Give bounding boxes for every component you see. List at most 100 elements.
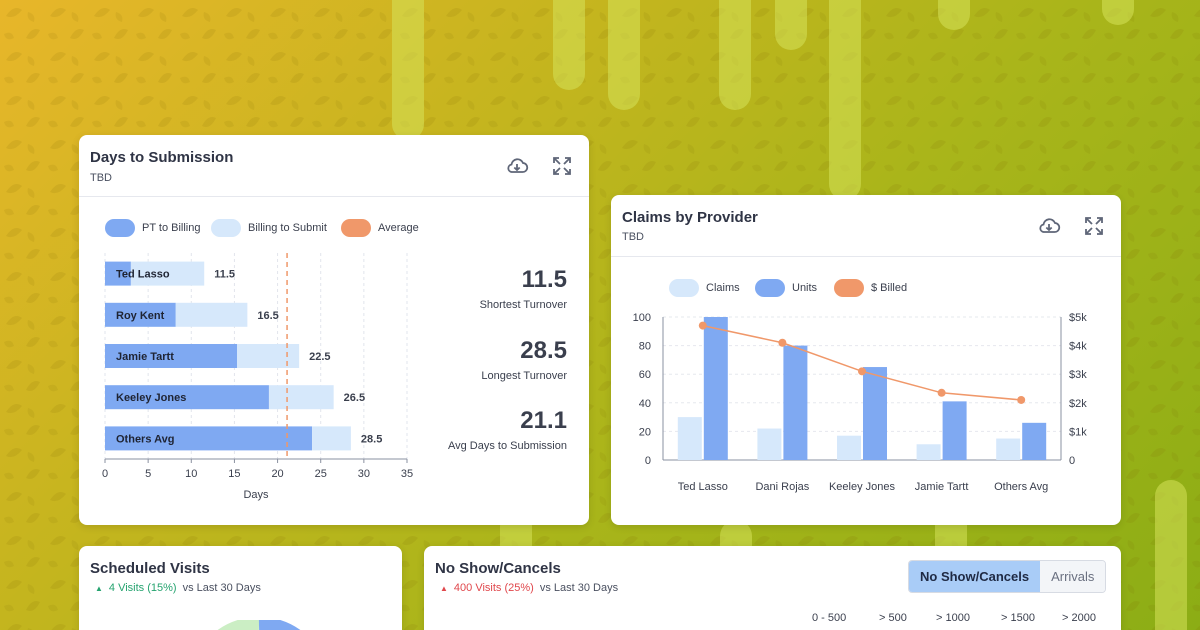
legend-claims[interactable]: Claims xyxy=(669,279,740,297)
x-tick-label: 10 xyxy=(185,468,197,480)
y2-tick-label: $3k xyxy=(1069,369,1087,381)
line-billed xyxy=(702,324,1022,401)
bar-billing-to-submit xyxy=(237,344,300,368)
legend-swatch xyxy=(755,279,785,297)
range-label: > 1500 xyxy=(1001,612,1035,624)
bar-total-label: 22.5 xyxy=(309,351,330,363)
x-tick-label: 35 xyxy=(401,468,413,480)
x-tick-label: 25 xyxy=(315,468,327,480)
card-title: Claims by Provider xyxy=(622,209,758,226)
no-show-cancels-card: No Show/Cancels ▲ 400 Visits (25%) vs La… xyxy=(424,546,1121,630)
arrow-up-icon: ▲ xyxy=(95,583,103,593)
legend-label: Units xyxy=(792,282,818,294)
bar-units xyxy=(1022,422,1047,460)
bar-pt-to-billing xyxy=(105,426,313,451)
point-billed xyxy=(1017,395,1026,404)
bar-category-label: Roy Kent xyxy=(116,310,165,322)
visits-donut xyxy=(217,620,301,630)
y-tick-label: 60 xyxy=(639,369,651,381)
view-toggle: No Show/Cancels Arrivals xyxy=(908,560,1107,593)
y-tick-label: 100 xyxy=(633,312,651,324)
cloud-download-icon[interactable] xyxy=(505,154,529,178)
point-billed xyxy=(698,321,707,330)
x-tick-label: Dani Rojas xyxy=(755,481,809,493)
bar-units xyxy=(863,367,887,460)
bar-claims xyxy=(757,428,782,460)
y-tick-label: 20 xyxy=(639,426,651,438)
longest-turnover-label: Longest Turnover xyxy=(481,370,567,382)
avg-days-label: Avg Days to Submission xyxy=(447,440,567,452)
bar-billing-to-submit xyxy=(175,302,248,327)
x-tick-label: 30 xyxy=(358,468,370,480)
bar-pt-to-billing xyxy=(105,344,238,368)
y2-tick-label: $2k xyxy=(1069,398,1087,410)
y-tick-label: 40 xyxy=(639,398,651,410)
expand-icon[interactable] xyxy=(550,154,574,178)
bar-billing-to-submit xyxy=(130,261,205,286)
legend-swatch xyxy=(341,219,371,237)
bar-units xyxy=(942,401,967,460)
legend-average[interactable]: Average xyxy=(341,219,419,237)
card-subtitle: TBD xyxy=(622,231,644,243)
legend-label: Claims xyxy=(706,282,740,294)
legend-billed[interactable]: $ Billed xyxy=(834,279,907,297)
legend-swatch xyxy=(669,279,699,297)
bar-billing-to-submit xyxy=(312,426,351,451)
cloud-download-icon[interactable] xyxy=(1037,214,1061,238)
card-subtitle: TBD xyxy=(90,172,112,184)
bar-claims xyxy=(916,444,941,460)
range-label: > 1000 xyxy=(936,612,970,624)
bar-pt-to-billing xyxy=(105,385,269,410)
y-tick-label: 0 xyxy=(645,455,651,467)
expand-icon[interactable] xyxy=(1082,214,1106,238)
legend-swatch xyxy=(834,279,864,297)
longest-turnover-value: 28.5 xyxy=(520,337,567,364)
legend-label: Billing to Submit xyxy=(248,222,327,234)
days-to-submission-chart: 0 5 10 15 20 25 30 35 Days Ted Lasso 11.5 Roy Kent 1… xyxy=(102,253,413,501)
card-title: No Show/Cancels xyxy=(435,560,561,577)
delta-suffix: vs Last 30 Days xyxy=(182,582,261,594)
claims-by-provider-card: Claims by Provider TBD Claims Units $ Bi… xyxy=(611,195,1121,525)
bar-units xyxy=(783,345,808,460)
legend-swatch xyxy=(105,219,135,237)
bar-category-label: Keeley Jones xyxy=(116,392,186,404)
toggle-no-show-cancels[interactable]: No Show/Cancels xyxy=(909,561,1041,592)
legend-label: $ Billed xyxy=(871,282,908,294)
point-billed xyxy=(937,388,946,397)
bar-units xyxy=(703,317,728,460)
visits-delta: ▲ 4 Visits (15%) vs Last 30 Days xyxy=(95,582,261,594)
legend-label: PT to Billing xyxy=(142,222,201,234)
x-tick-label: 20 xyxy=(271,468,283,480)
bar-total-label: 16.5 xyxy=(257,310,278,322)
card-title: Scheduled Visits xyxy=(90,560,210,577)
bar-total-label: 28.5 xyxy=(361,433,382,445)
claims-by-provider-chart: 0 20 40 60 80 100 0 $1k $2k $3k $4k $5k Ted Lasso Dan… xyxy=(633,312,1088,493)
legend-units[interactable]: Units xyxy=(755,279,817,297)
delta-suffix: vs Last 30 Days xyxy=(539,582,619,594)
y-tick-label: 80 xyxy=(639,341,651,353)
x-tick-label: Keeley Jones xyxy=(829,481,896,493)
x-tick-label: Ted Lasso xyxy=(678,481,728,493)
card-divider xyxy=(611,256,1121,257)
card-divider xyxy=(79,196,589,197)
y2-tick-label: $5k xyxy=(1069,312,1087,324)
shortest-turnover-label: Shortest Turnover xyxy=(479,299,567,311)
x-tick-label: Jamie Tartt xyxy=(915,481,969,493)
range-label: 0 - 500 xyxy=(812,612,847,624)
toggle-arrivals[interactable]: Arrivals xyxy=(1040,561,1106,592)
y2-tick-label: 0 xyxy=(1069,455,1075,467)
y2-tick-label: $1k xyxy=(1069,426,1087,438)
legend-swatch xyxy=(211,219,241,237)
bar-claims xyxy=(996,438,1021,460)
legend-label: Average xyxy=(378,222,419,234)
point-billed xyxy=(778,338,787,347)
scheduled-visits-card: Scheduled Visits ▲ 4 Visits (15%) vs Las… xyxy=(79,546,402,630)
delta-value: 4 Visits (15%) xyxy=(108,582,177,594)
x-tick-label: 0 xyxy=(102,468,108,480)
legend-pt-to-billing[interactable]: PT to Billing xyxy=(105,219,201,237)
point-billed xyxy=(858,367,866,376)
x-axis-title: Days xyxy=(243,489,269,501)
bar-pt-to-billing xyxy=(105,261,131,286)
avg-days-value: 21.1 xyxy=(520,407,567,434)
legend-billing-to-submit[interactable]: Billing to Submit xyxy=(211,219,327,237)
